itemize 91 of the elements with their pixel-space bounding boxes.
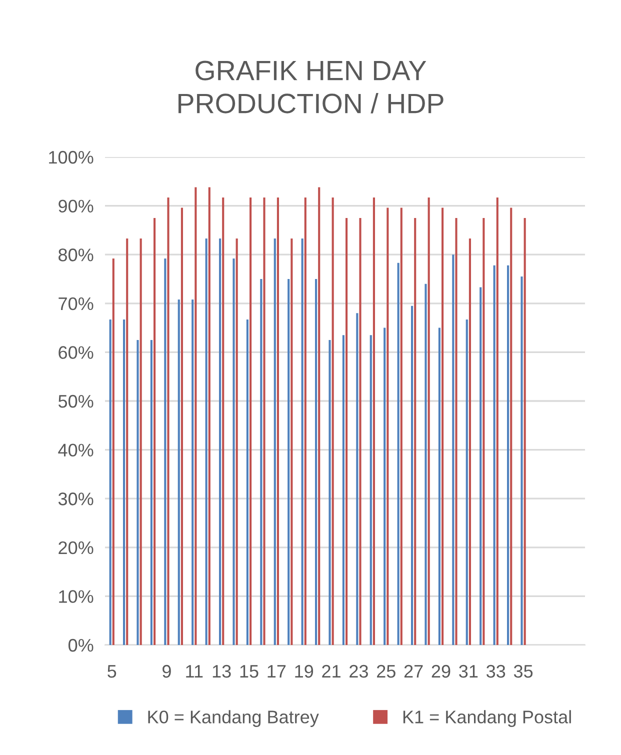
x-tick-label: 33 — [486, 664, 506, 678]
x-tick-label: 31 — [459, 664, 478, 678]
bar — [109, 320, 112, 645]
bar — [246, 320, 248, 645]
bar — [493, 265, 496, 645]
bar — [167, 198, 170, 645]
bar — [222, 198, 224, 645]
bar — [315, 279, 318, 645]
x-tick-label: 5 — [108, 665, 116, 678]
x-tick-label: 19 — [295, 664, 314, 678]
y-tick-label: 0% — [68, 638, 94, 652]
y-tick-label: 60% — [58, 346, 94, 359]
bar — [455, 218, 458, 645]
bar — [346, 218, 348, 645]
x-tick-label: 17 — [268, 665, 286, 678]
bar — [301, 238, 304, 645]
bar — [140, 238, 142, 645]
bar — [154, 218, 156, 645]
bar — [112, 258, 114, 645]
bar — [290, 238, 293, 645]
bar — [164, 258, 166, 645]
bar — [208, 187, 210, 645]
chart-title: GRAFIK HEN DAY PRODUCTION / HDP — [178, 60, 444, 114]
bar — [520, 276, 523, 645]
bar — [328, 340, 331, 645]
x-tick-label: 15 — [240, 665, 258, 678]
bar — [180, 208, 183, 645]
bar — [274, 238, 276, 645]
y-tick-label: 80% — [58, 248, 94, 262]
legend-label: K0 = Kandang Batrey — [148, 710, 319, 727]
bar — [304, 198, 306, 645]
bar — [359, 218, 362, 645]
bar — [126, 238, 128, 645]
x-tick-label: 23 — [350, 664, 368, 678]
bar — [332, 198, 334, 645]
bar — [424, 284, 427, 645]
bar — [205, 238, 208, 645]
bar — [263, 198, 266, 645]
bar — [468, 238, 471, 645]
bar — [414, 218, 416, 645]
bar — [370, 335, 372, 645]
x-tick-label: 25 — [377, 664, 396, 678]
bar — [496, 198, 498, 645]
bar — [194, 187, 197, 645]
bar — [219, 238, 222, 645]
bar — [342, 335, 344, 645]
x-tick-label: 21 — [322, 664, 340, 678]
bar — [260, 279, 262, 645]
y-tick-label: 50% — [58, 394, 94, 408]
bar — [276, 198, 279, 645]
bar — [400, 208, 402, 645]
x-tick-label: 27 — [404, 664, 423, 678]
y-tick-label: 30% — [58, 492, 94, 506]
bar — [524, 218, 526, 645]
bar — [356, 313, 358, 645]
bar — [288, 279, 290, 645]
x-tick-label: 9 — [162, 664, 171, 678]
bar — [386, 208, 389, 645]
y-tick-label: 100% — [49, 150, 94, 164]
bar — [178, 299, 180, 645]
bar — [136, 340, 139, 645]
x-tick-label: 29 — [432, 664, 450, 678]
bar — [232, 258, 235, 645]
bar — [411, 306, 414, 645]
y-tick-label: 10% — [59, 590, 94, 603]
y-tick-label: 40% — [58, 444, 94, 457]
bar — [236, 238, 238, 645]
bar — [318, 187, 320, 645]
bar — [442, 208, 444, 645]
x-tick-label: 11 — [186, 665, 203, 678]
bar — [397, 262, 400, 645]
y-tick-label: 90% — [58, 200, 94, 213]
bar — [466, 320, 468, 645]
bar — [428, 198, 430, 645]
y-tick-label: 20% — [58, 541, 94, 554]
bar — [384, 328, 386, 645]
bar — [150, 340, 152, 645]
bar — [482, 218, 485, 645]
bar — [192, 299, 194, 645]
bar — [452, 254, 454, 645]
x-tick-label: 35 — [514, 664, 533, 678]
bar — [123, 320, 126, 645]
legend-label: K1 = Kandang Postal — [403, 710, 571, 727]
bar — [480, 287, 482, 645]
x-tick-label: 13 — [212, 664, 231, 678]
bar — [438, 328, 440, 645]
bar — [250, 198, 252, 645]
y-tick-label: 70% — [58, 297, 94, 310]
bar — [372, 198, 375, 645]
bar — [510, 208, 512, 645]
bar — [507, 265, 510, 645]
